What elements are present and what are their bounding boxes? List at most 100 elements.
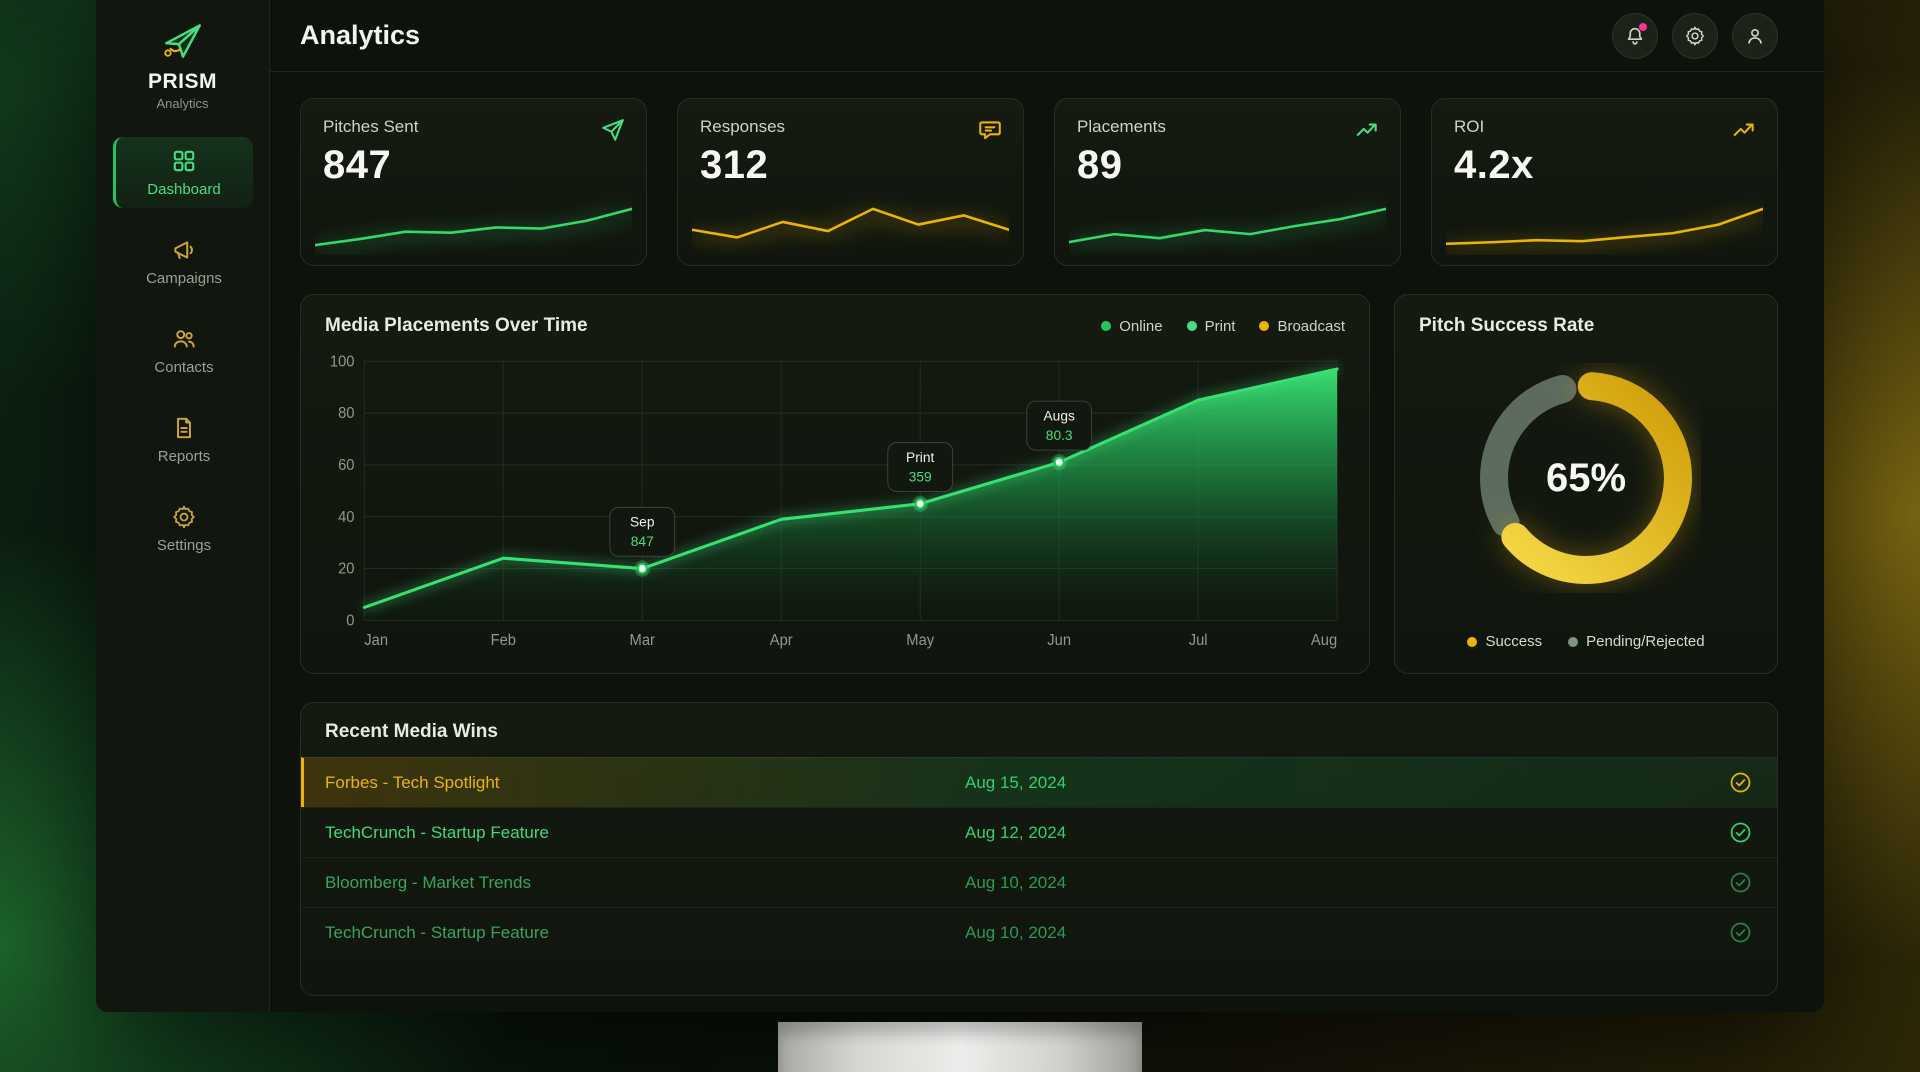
win-title: TechCrunch - Startup Feature — [325, 822, 549, 842]
stat-card-placements: Placements 89 — [1054, 98, 1401, 266]
sidebar-item-label: Campaigns — [146, 270, 222, 287]
sidebar-item-contacts[interactable]: Contacts — [113, 315, 253, 386]
legend-label: Pending/Rejected — [1586, 633, 1705, 650]
donut-legend: Success Pending/Rejected — [1467, 633, 1705, 650]
media-win-row[interactable]: TechCrunch - Startup Feature Aug 10, 202… — [301, 907, 1777, 957]
sparkline-chart — [1069, 197, 1386, 255]
svg-text:Apr: Apr — [770, 632, 793, 649]
legend-dot — [1186, 321, 1197, 331]
main-area: Analytics — [270, 0, 1824, 1012]
chart-legend: Online Print Broadcast — [1101, 318, 1345, 335]
stat-value: 312 — [700, 143, 769, 187]
legend-label: Online — [1119, 317, 1163, 335]
send-icon — [602, 119, 624, 141]
chat-bubble-icon — [979, 121, 1001, 140]
chart-title: Media Placements Over Time — [325, 315, 588, 336]
media-win-row[interactable]: Forbes - Tech Spotlight Aug 15, 2024 — [301, 757, 1777, 807]
donut-title: Pitch Success Rate — [1419, 315, 1595, 336]
stat-label: Placements — [1077, 117, 1166, 136]
sidebar-item-reports[interactable]: Reports — [113, 404, 253, 475]
settings-button[interactable] — [1672, 12, 1718, 59]
legend-label: Print — [1204, 317, 1236, 335]
topbar-actions — [1612, 12, 1778, 59]
brand-logo: PRISM Analytics — [148, 14, 217, 111]
topbar: Analytics — [270, 0, 1824, 72]
sparkline-chart — [315, 197, 632, 255]
win-date: Aug 12, 2024 — [965, 822, 1067, 842]
svg-text:Jun: Jun — [1047, 632, 1071, 649]
media-win-row[interactable]: Bloomberg - Market Trends Aug 10, 2024 — [301, 857, 1777, 907]
stat-value: 847 — [323, 143, 392, 187]
legend-label: Broadcast — [1277, 317, 1345, 335]
svg-text:100: 100 — [330, 353, 355, 370]
sidebar-item-label: Reports — [157, 448, 211, 465]
win-date: Aug 15, 2024 — [965, 772, 1067, 792]
sidebar-item-dashboard[interactable]: Dashboard — [112, 137, 253, 208]
charts-row: Media Placements Over Time Online Print — [300, 294, 1778, 674]
svg-text:Augs: Augs — [1044, 407, 1075, 423]
trend-up-icon — [1356, 123, 1377, 136]
legend-label: Success — [1485, 633, 1543, 650]
sidebar-item-campaigns[interactable]: Campaigns — [113, 226, 253, 297]
legend-item-broadcast: Broadcast — [1259, 318, 1345, 335]
dashboard-grid-icon — [173, 150, 195, 172]
stats-row: Pitches Sent 847 Responses 312 P — [300, 98, 1778, 266]
legend-item-success: Success — [1467, 633, 1542, 650]
svg-text:40: 40 — [338, 509, 354, 526]
user-icon — [1748, 28, 1762, 44]
svg-text:Jan: Jan — [364, 632, 388, 649]
legend-dot — [1467, 636, 1478, 647]
sidebar-item-label: Dashboard — [147, 181, 221, 198]
sidebar-item-settings[interactable]: Settings — [113, 493, 253, 564]
media-placements-chart: 0 20 40 60 80 100 Jan Feb Mar Apr May Jun Jul Aug Sep 8… — [330, 353, 1339, 649]
svg-text:May: May — [906, 632, 934, 649]
legend-item-pending-rejected: Pending/Rejected — [1568, 633, 1705, 650]
media-win-row[interactable]: TechCrunch - Startup Feature Aug 12, 202… — [301, 807, 1777, 857]
svg-text:80.3: 80.3 — [1046, 427, 1073, 443]
check-circle-icon — [1730, 772, 1751, 793]
wins-title: Recent Media Wins — [325, 721, 498, 742]
svg-text:359: 359 — [909, 468, 932, 484]
pitch-success-panel: Pitch Success Rate 65% — [1394, 294, 1778, 674]
svg-text:20: 20 — [338, 560, 354, 577]
svg-text:Print: Print — [906, 449, 934, 465]
profile-button[interactable] — [1732, 12, 1778, 59]
gear-icon — [1685, 26, 1705, 45]
check-circle-icon — [1730, 822, 1751, 843]
monitor-screen: PRISM Analytics Dashboard Campaigns — [96, 0, 1824, 1012]
media-placements-panel: Media Placements Over Time Online Print — [300, 294, 1370, 674]
notifications-button[interactable] — [1612, 12, 1658, 59]
reports-file-icon — [177, 417, 191, 439]
sidebar-item-label: Settings — [156, 537, 212, 554]
stat-label: Pitches Sent — [323, 117, 419, 136]
donut-value-arc — [1480, 372, 1692, 584]
dashboard-content: Pitches Sent 847 Responses 312 P — [270, 72, 1824, 1012]
sparkline-chart — [692, 197, 1009, 255]
stat-card-roi: ROI 4.2x — [1431, 98, 1778, 266]
megaphone-icon — [174, 241, 193, 260]
bell-icon — [1627, 27, 1643, 45]
prism-logo-icon — [164, 24, 202, 58]
legend-dot — [1259, 321, 1270, 331]
brand-subtitle: Analytics — [156, 96, 209, 111]
svg-text:847: 847 — [631, 533, 654, 549]
legend-dot — [1101, 321, 1112, 331]
sidebar: PRISM Analytics Dashboard Campaigns — [96, 0, 270, 1012]
svg-text:Sep: Sep — [630, 513, 655, 529]
svg-text:Mar: Mar — [630, 632, 655, 649]
donut-rest-arc — [1480, 372, 1692, 584]
monitor-stand — [778, 1022, 1142, 1072]
stat-card-responses: Responses 312 — [677, 98, 1024, 266]
trend-up-icon — [1733, 123, 1754, 136]
stat-card-pitches-sent: Pitches Sent 847 — [300, 98, 647, 266]
win-title: Bloomberg - Market Trends — [325, 872, 531, 892]
notification-badge-dot — [1639, 22, 1647, 31]
win-date: Aug 10, 2024 — [965, 922, 1067, 942]
contacts-icon — [173, 330, 195, 348]
legend-item-print: Print — [1186, 317, 1236, 335]
svg-text:60: 60 — [338, 457, 354, 474]
sidebar-nav: Dashboard Campaigns Contacts Reports — [96, 137, 269, 564]
svg-text:0: 0 — [346, 612, 354, 629]
win-date: Aug 10, 2024 — [965, 872, 1067, 892]
stat-label: ROI — [1454, 117, 1485, 136]
